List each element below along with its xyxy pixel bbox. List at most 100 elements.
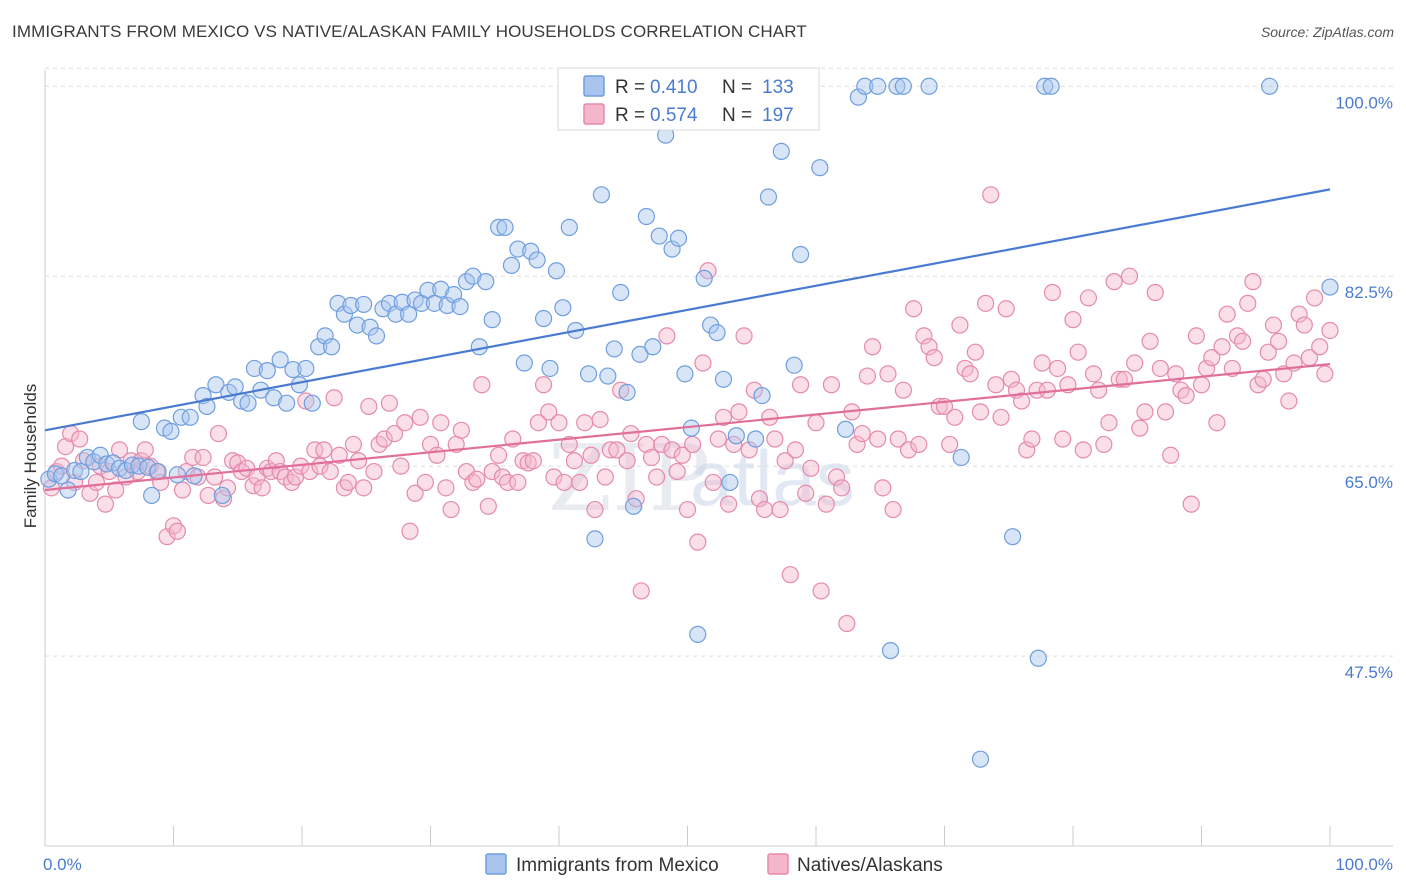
data-point-immigrants (759, 188, 778, 206)
data-point-immigrants (599, 367, 617, 385)
series-legend: Immigrants from Mexico Natives/Alaskans (485, 853, 943, 876)
data-point-natives (812, 582, 830, 600)
data-point-natives (971, 403, 990, 421)
data-point-natives (315, 441, 333, 459)
data-point-natives (194, 448, 212, 467)
data-point-immigrants (355, 295, 373, 314)
data-point-immigrants (335, 305, 354, 323)
data-point-immigrants (271, 351, 289, 369)
data-point-immigrants (522, 242, 540, 260)
data-point-immigrants (894, 77, 912, 95)
data-point-immigrants (676, 365, 694, 383)
data-point-natives (1213, 338, 1231, 356)
data-point-natives (982, 186, 1000, 204)
data-point-immigrants (554, 299, 572, 317)
data-point-natives (1208, 414, 1226, 432)
data-point-natives (452, 421, 470, 439)
data-point-natives (411, 408, 429, 426)
data-point-natives (1269, 332, 1288, 350)
data-point-natives (1018, 441, 1036, 459)
data-point-natives (910, 435, 928, 454)
data-point-natives (591, 410, 609, 429)
legend-swatch-immigrants (485, 853, 507, 875)
data-point-natives (853, 424, 871, 443)
data-point-natives (689, 533, 707, 551)
data-point-natives (992, 408, 1010, 426)
data-point-immigrants (669, 229, 688, 247)
data-point-natives (1305, 289, 1324, 307)
legend-swatch-natives (767, 853, 789, 875)
data-point-immigrants (46, 465, 64, 483)
data-point-natives (1100, 414, 1118, 432)
stats-legend: R = 0.410 N = 133 R = 0.574 N = 197 (557, 67, 820, 131)
data-point-natives (158, 528, 176, 546)
data-point-natives (1126, 354, 1144, 372)
data-point-natives (658, 327, 676, 345)
data-point-natives (709, 430, 727, 448)
data-point-immigrants (91, 446, 109, 464)
data-point-immigrants (592, 186, 611, 204)
legend-label-natives: Natives/Alaskans (797, 855, 943, 876)
data-point-natives (1259, 343, 1277, 361)
data-point-immigrants (65, 461, 84, 480)
data-point-natives (684, 435, 702, 454)
data-point-natives (468, 470, 486, 488)
data-point-natives (401, 522, 419, 540)
data-point-immigrants (971, 750, 990, 768)
data-point-natives (632, 582, 650, 600)
data-point-immigrants (198, 397, 216, 416)
data-point-natives (1090, 381, 1108, 399)
data-point-immigrants (207, 376, 225, 394)
source-label: Source: ZipAtlas.com (1260, 24, 1394, 40)
data-point-immigrants (361, 318, 379, 336)
data-point-natives (740, 441, 758, 459)
data-point-natives (87, 473, 106, 492)
data-point-natives (1218, 305, 1236, 323)
x-tick-label-min: 0.0% (43, 855, 82, 874)
data-point-immigrants (747, 430, 765, 448)
data-point-natives (206, 468, 224, 486)
data-point-immigrants (98, 455, 116, 473)
data-point-natives (524, 452, 542, 470)
data-point-natives (550, 414, 568, 432)
data-point-natives (618, 452, 636, 470)
data-point-natives (1054, 430, 1072, 448)
data-point-immigrants (631, 345, 649, 363)
data-point-natives (648, 468, 666, 486)
data-point-natives (339, 473, 357, 492)
data-point-immigrants (753, 386, 771, 405)
data-point-natives (71, 430, 89, 448)
data-point-immigrants (772, 142, 790, 160)
stats-legend-swatch-blue (583, 75, 605, 97)
data-point-immigrants (637, 207, 655, 226)
data-point-immigrants (245, 359, 264, 378)
y-tick-label: 47.5% (1345, 663, 1393, 682)
data-point-immigrants (856, 77, 874, 95)
data-point-natives (678, 500, 697, 519)
x-tick-labels: 0.0% 100.0% (43, 855, 1393, 874)
data-point-immigrants (618, 383, 636, 401)
data-point-immigrants (130, 457, 148, 475)
data-point-natives (1254, 370, 1272, 388)
data-point-immigrants (689, 625, 707, 643)
data-point-immigrants (881, 642, 900, 660)
series-natives-alaskans (42, 186, 1339, 633)
watermark-zip: ZIP (548, 425, 710, 532)
data-point-immigrants (560, 218, 578, 236)
data-point-natives (673, 446, 691, 464)
data-point-natives (428, 446, 446, 464)
data-point-immigrants (1036, 77, 1054, 95)
data-point-natives (1316, 365, 1334, 383)
stats-r-value-blue: 0.410 (650, 77, 698, 98)
data-point-natives (1321, 321, 1339, 340)
data-point-natives (987, 376, 1005, 394)
data-point-immigrants (541, 359, 559, 378)
data-point-natives (267, 452, 285, 470)
data-point-natives (540, 403, 558, 421)
data-point-immigrants (322, 338, 341, 356)
data-point-natives (253, 479, 271, 497)
data-point-immigrants (132, 413, 150, 431)
data-point-natives (380, 394, 398, 412)
data-point-immigrants (477, 273, 495, 291)
